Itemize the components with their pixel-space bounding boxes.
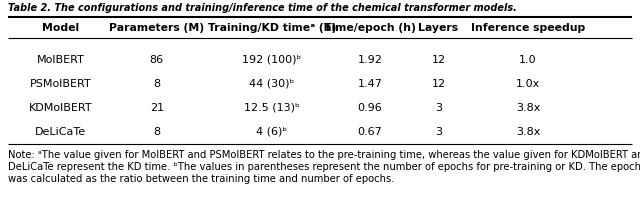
Text: 3.8x: 3.8x xyxy=(516,127,540,137)
Text: Note: ᵃThe value given for MolBERT and PSMolBERT relates to the pre-training tim: Note: ᵃThe value given for MolBERT and P… xyxy=(8,150,640,160)
Text: Table 2. The configurations and training/inference time of the chemical transfor: Table 2. The configurations and training… xyxy=(8,3,517,13)
Text: 1.47: 1.47 xyxy=(358,79,382,89)
Text: 3: 3 xyxy=(435,127,442,137)
Text: 4 (6)ᵇ: 4 (6)ᵇ xyxy=(257,127,287,137)
Text: 1.0x: 1.0x xyxy=(516,79,540,89)
Text: Parameters (M): Parameters (M) xyxy=(109,23,204,33)
Text: 1.0: 1.0 xyxy=(519,55,537,65)
Text: KDMolBERT: KDMolBERT xyxy=(29,103,93,113)
Text: 12: 12 xyxy=(431,55,445,65)
Text: MolBERT: MolBERT xyxy=(37,55,84,65)
Text: DeLiCaTe represent the KD time. ᵇThe values in parentheses represent the number : DeLiCaTe represent the KD time. ᵇThe val… xyxy=(8,162,640,172)
Text: 44 (30)ᵇ: 44 (30)ᵇ xyxy=(250,79,294,89)
Text: Training/KD timeᵃ (h): Training/KD timeᵃ (h) xyxy=(208,23,336,33)
Text: 192 (100)ᵇ: 192 (100)ᵇ xyxy=(243,55,301,65)
Text: 12.5 (13)ᵇ: 12.5 (13)ᵇ xyxy=(244,103,300,113)
Text: DeLiCaTe: DeLiCaTe xyxy=(35,127,86,137)
Text: 1.92: 1.92 xyxy=(358,55,382,65)
Text: was calculated as the ratio between the training time and number of epochs.: was calculated as the ratio between the … xyxy=(8,174,394,184)
Text: 86: 86 xyxy=(150,55,164,65)
Text: 3: 3 xyxy=(435,103,442,113)
Text: 21: 21 xyxy=(150,103,164,113)
Text: Inference speedup: Inference speedup xyxy=(471,23,585,33)
Text: Layers: Layers xyxy=(419,23,458,33)
Text: 0.67: 0.67 xyxy=(358,127,382,137)
Text: 0.96: 0.96 xyxy=(358,103,382,113)
Text: Time/epoch (h): Time/epoch (h) xyxy=(324,23,416,33)
Text: 8: 8 xyxy=(153,127,161,137)
Text: Model: Model xyxy=(42,23,79,33)
Text: PSMolBERT: PSMolBERT xyxy=(30,79,92,89)
Text: 8: 8 xyxy=(153,79,161,89)
Text: 12: 12 xyxy=(431,79,445,89)
Text: 3.8x: 3.8x xyxy=(516,103,540,113)
